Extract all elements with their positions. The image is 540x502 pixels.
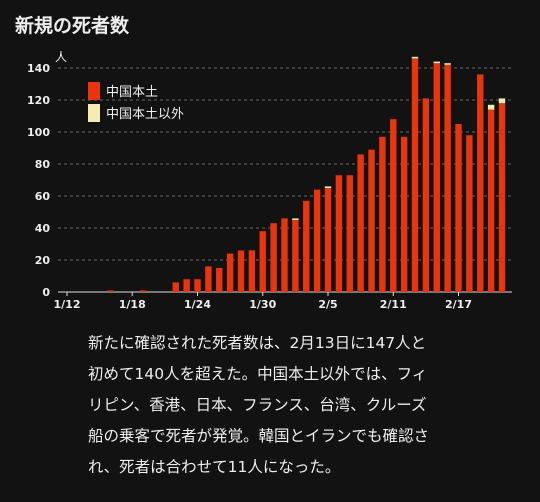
bar-segment <box>226 253 234 292</box>
x-tick-label: 2/11 <box>380 298 407 311</box>
caption: 新たに確認された死者数は、2月13日に147人と 初めて140人を超えた。中国本土… <box>88 328 429 483</box>
bar-segment <box>259 231 266 292</box>
bar-segment <box>379 136 386 292</box>
y-unit-label: 人 <box>55 50 67 64</box>
caption-line: リピン、香港、日本、フランス、台湾、クルーズ <box>88 396 427 414</box>
bar-segment <box>324 186 332 188</box>
bar-segment <box>292 218 299 220</box>
bar-segment <box>216 268 223 292</box>
bar-segment <box>346 175 353 292</box>
x-tick-label: 1/30 <box>249 298 276 311</box>
bar-segment <box>444 63 451 65</box>
x-tick-label: 2/5 <box>318 298 337 311</box>
bar-segment <box>487 109 495 292</box>
bar-segment <box>313 189 321 292</box>
legend-swatch <box>88 104 100 122</box>
caption-line: れ、死者は合わせて11人になった。 <box>88 458 341 476</box>
y-tick-label: 100 <box>27 126 50 139</box>
y-tick-label: 20 <box>35 254 51 267</box>
legend-label: 中国本土以外 <box>106 107 184 122</box>
bar-segment <box>368 149 375 292</box>
bar-segment <box>433 61 440 64</box>
x-tick-label: 2/17 <box>445 298 472 311</box>
bar-segment <box>139 290 147 292</box>
legend-label: 中国本土 <box>106 85 158 100</box>
legend-swatch <box>88 82 100 100</box>
y-tick-label: 140 <box>27 62 50 75</box>
bar-segment <box>324 188 332 292</box>
chart-title: 新規の死者数 <box>15 14 130 37</box>
bar-segment <box>498 98 506 104</box>
y-tick-label: 40 <box>35 222 51 235</box>
bar-segment <box>237 250 245 292</box>
bar-segment <box>400 136 408 292</box>
chart: 新規の死者数 人 0 20 40 60 80 100 120 140 1/12 1/18 1/24 1… <box>15 14 512 311</box>
caption-line: 船の乗客で死者が発覚。韓国とイランでも確認さ <box>88 427 430 445</box>
caption-line: 初めて140人を超えた。中国本土以外では、フィ <box>88 365 428 383</box>
x-tick-label: 1/18 <box>119 298 146 311</box>
bar-segment <box>433 63 440 293</box>
bar-segment <box>444 64 451 292</box>
caption-line: 新たに確認された死者数は、2月13日に147人と <box>88 334 427 352</box>
bar-segment <box>390 119 397 292</box>
bar-segment <box>466 135 473 292</box>
bar-segment <box>455 124 462 292</box>
bar-segment <box>172 282 179 292</box>
bar-segment <box>335 175 343 292</box>
bar-segment <box>498 103 506 292</box>
bar-segment <box>270 223 277 292</box>
bar-segment <box>107 290 114 292</box>
bar-segment <box>205 266 212 292</box>
bar-segment <box>411 58 419 293</box>
y-tick-label: 0 <box>42 286 50 299</box>
bar-segment <box>477 74 484 293</box>
x-tick-label: 1/24 <box>184 298 211 311</box>
bar-segment <box>248 250 256 292</box>
y-tick-label: 120 <box>27 94 50 107</box>
bar-segment <box>281 218 288 292</box>
y-tick-label: 80 <box>35 158 51 171</box>
y-tick-label: 60 <box>35 190 51 203</box>
bar-segment <box>292 220 299 292</box>
bar-segment <box>194 279 201 292</box>
x-tick-label: 1/12 <box>54 298 81 311</box>
bar-segment <box>183 279 190 292</box>
bar-segment <box>357 154 364 292</box>
bar-segment <box>422 98 430 293</box>
bar-segment <box>411 56 419 59</box>
bar-segment <box>487 104 495 110</box>
bar-segment <box>303 200 310 292</box>
